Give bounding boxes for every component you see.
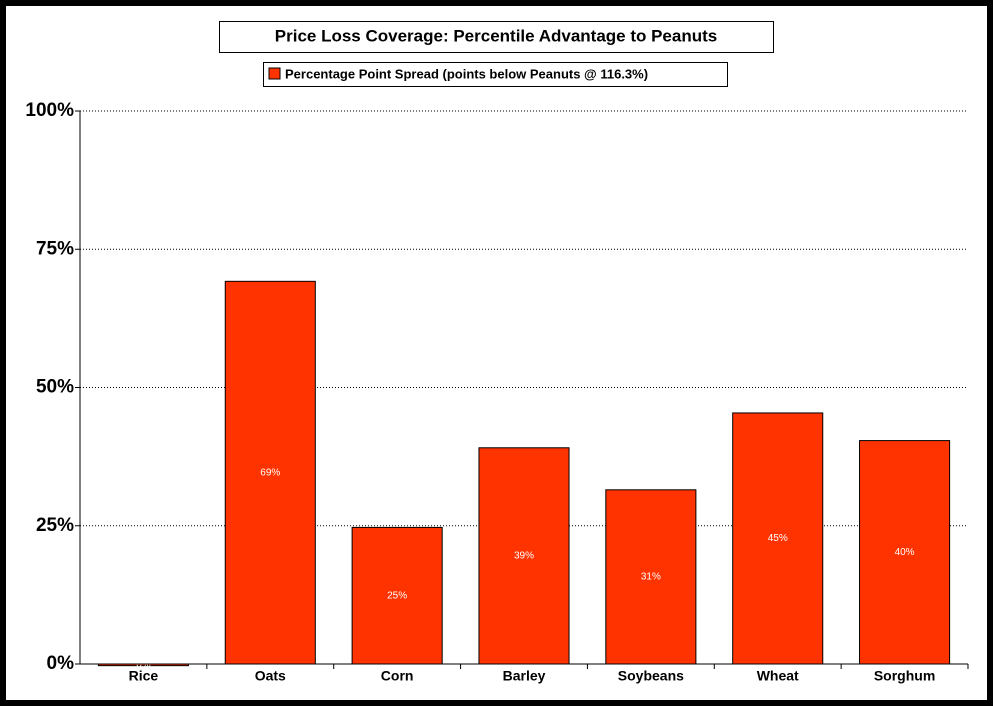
data-label: 40% <box>895 547 915 558</box>
bar <box>859 440 951 665</box>
y-tick-label: 100% <box>25 100 74 121</box>
bar <box>224 280 316 665</box>
y-tick-label: 25% <box>36 515 74 536</box>
bar <box>351 526 443 665</box>
chart-title: Price Loss Coverage: Percentile Advantag… <box>275 26 717 45</box>
legend-box <box>263 62 728 87</box>
data-label: 45% <box>768 533 788 544</box>
data-label: 39% <box>514 551 534 562</box>
x-tick-label: Barley <box>503 668 546 684</box>
bar <box>605 489 697 665</box>
x-tick-label: Oats <box>255 668 286 684</box>
data-label: 0% <box>136 659 151 670</box>
title-box <box>219 21 774 53</box>
x-tick-label: Corn <box>381 668 414 684</box>
data-label: 25% <box>387 590 407 601</box>
data-label: 69% <box>260 467 280 478</box>
x-tick-label: Wheat <box>757 668 799 684</box>
bar <box>732 412 824 665</box>
legend-swatch <box>268 67 281 80</box>
y-tick-label: 75% <box>36 238 74 259</box>
x-tick-label: Rice <box>129 668 159 684</box>
x-tick-label: Sorghum <box>874 668 935 684</box>
y-tick-label: 50% <box>36 377 74 398</box>
data-label: 31% <box>641 572 661 583</box>
x-tick-label: Soybeans <box>618 668 684 684</box>
y-tick-label: 0% <box>47 653 75 674</box>
legend-label: Percentage Point Spread (points below Pe… <box>285 66 648 81</box>
